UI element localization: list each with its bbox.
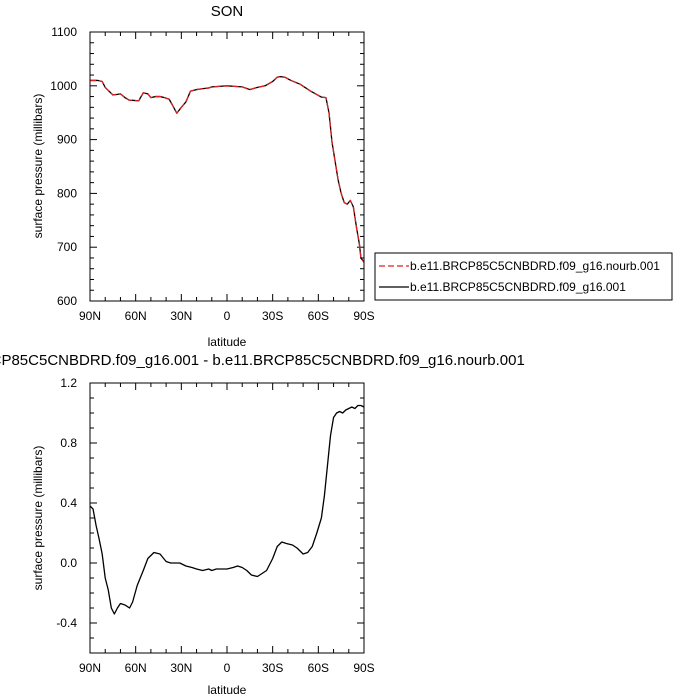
x-tick-label: 30S: [262, 661, 283, 675]
chart2-lines: [89, 404, 365, 615]
y-tick-label: 800: [57, 186, 77, 200]
y-tick-label: 700: [57, 240, 77, 254]
x-tick-label: 30N: [170, 309, 192, 323]
chart2-title: b.e11.BRCP85C5CNBDRD.f09_g16.001 - b.e11…: [0, 352, 525, 369]
legend-box: [374, 252, 673, 301]
x-tick-label: 0: [224, 309, 231, 323]
chart-son-surface-pressure: SON 90N 60N 30N 0 30S 60S 90S 600 700 800 900 1000 1…: [31, 3, 673, 349]
y-tick-label: 0.4: [60, 496, 77, 510]
chart1-legend: b.e11.BRCP85C5CNBDRD.f09_g16.nourb.001 b…: [374, 252, 673, 301]
y-tick-label: 1.2: [60, 376, 77, 390]
x-tick-label: 90N: [79, 309, 101, 323]
chart2-frame: [89, 382, 365, 654]
y-tick-label: 900: [57, 133, 77, 147]
series-line-0: [90, 76, 365, 263]
chart2-y-axis-label: surface pressure (millibars): [31, 446, 45, 591]
chart1-frame: [89, 31, 365, 302]
series-line-1: [90, 76, 365, 263]
x-tick-label: 60S: [308, 309, 329, 323]
y-tick-label: 1100: [51, 25, 77, 39]
y-tick-label: 1000: [50, 79, 77, 93]
chart1-title: SON: [211, 3, 244, 20]
y-tick-label: 600: [57, 294, 77, 308]
x-tick-label: 90S: [353, 309, 374, 323]
x-tick-label: 90N: [79, 661, 101, 675]
legend-label-base: b.e11.BRCP85C5CNBDRD.f09_g16.001: [410, 280, 626, 294]
chart1-lines: [90, 76, 365, 263]
chart2-x-axis-label: latitude: [208, 683, 247, 697]
x-tick-label: 90S: [353, 661, 374, 675]
y-tick-label: 0.0: [60, 556, 77, 570]
chart-difference: b.e11.BRCP85C5CNBDRD.f09_g16.001 - b.e11…: [0, 352, 525, 697]
x-tick-label: 30S: [262, 309, 283, 323]
x-tick-label: 60N: [125, 661, 147, 675]
x-tick-label: 60S: [308, 661, 329, 675]
chart2-ticks: 90N 60N 30N 0 30S 60S 90S -0.4 0.0 0.4 0.8 1.2: [56, 376, 374, 675]
chart1-x-axis-label: latitude: [208, 335, 247, 349]
x-tick-label: 0: [224, 661, 231, 675]
chart1-y-axis-label: surface pressure (millibars): [31, 94, 45, 239]
legend-label-nourb: b.e11.BRCP85C5CNBDRD.f09_g16.nourb.001: [410, 259, 660, 273]
y-tick-label: -0.4: [56, 616, 77, 630]
x-tick-label: 60N: [125, 309, 147, 323]
y-tick-label: 0.8: [60, 436, 77, 450]
series-line-0: [89, 404, 365, 615]
x-tick-label: 30N: [170, 661, 192, 675]
chart1-ticks: 90N 60N 30N 0 30S 60S 90S 600 700 800 900 1000 1100: [50, 25, 374, 323]
